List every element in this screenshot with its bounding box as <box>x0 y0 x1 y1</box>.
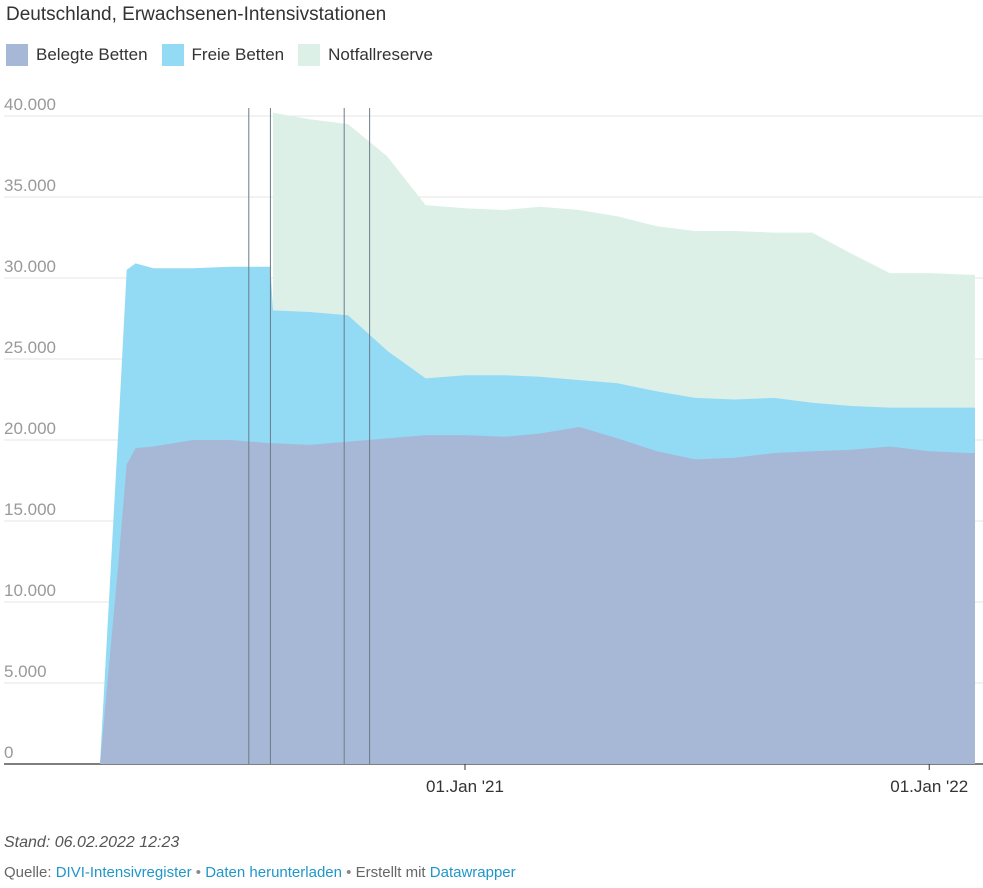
separator: • <box>346 864 352 881</box>
y-tick-label: 0 <box>4 743 13 762</box>
source-prefix: Quelle: <box>4 864 52 881</box>
source-link[interactable]: DIVI-Intensivregister <box>55 864 192 881</box>
legend-label-freie: Freie Betten <box>191 45 285 64</box>
area-series-belegte-betten <box>100 427 975 764</box>
y-tick-label: 5.000 <box>4 662 47 681</box>
chart-title: Deutschland, Erwachsenen-Intensivstation… <box>6 4 387 25</box>
legend-swatch-belegte <box>6 44 28 66</box>
legend-label-notfall: Notfallreserve <box>328 45 434 64</box>
y-tick-label: 40.000 <box>4 95 56 114</box>
legend-swatch-notfall <box>298 44 321 66</box>
y-tick-label: 35.000 <box>4 176 56 195</box>
y-tick-label: 20.000 <box>4 419 56 438</box>
legend-item-notfall: Notfallreserve <box>298 44 433 66</box>
legend-swatch-freie <box>161 44 184 66</box>
source-line: Quelle: DIVI-Intensivregister • Daten he… <box>4 864 516 881</box>
legend-label-belegte: Belegte Betten <box>36 45 148 64</box>
separator: • <box>195 864 202 881</box>
x-tick-label: 01.Jan '22 <box>890 777 968 796</box>
y-tick-label: 10.000 <box>4 581 56 600</box>
download-link[interactable]: Daten herunterladen <box>205 864 342 881</box>
legend-item-freie: Freie Betten <box>161 44 285 66</box>
legend-item-belegte: Belegte Betten <box>6 44 148 66</box>
y-tick-label: 25.000 <box>4 338 56 357</box>
chart-area: 0 5.000 10.000 15.000 20.000 25.000 30.000 35.0… <box>4 95 983 796</box>
x-tick-label: 01.Jan '21 <box>426 777 504 796</box>
y-tick-label: 30.000 <box>4 257 56 276</box>
datawrapper-link[interactable]: Datawrapper <box>429 864 516 881</box>
legend: Belegte Betten Freie Betten Notfallreser… <box>6 44 433 66</box>
created-prefix: Erstellt mit <box>355 864 426 881</box>
y-tick-label: 15.000 <box>4 500 56 519</box>
stand-timestamp: Stand: 06.02.2022 12:23 <box>4 834 180 851</box>
